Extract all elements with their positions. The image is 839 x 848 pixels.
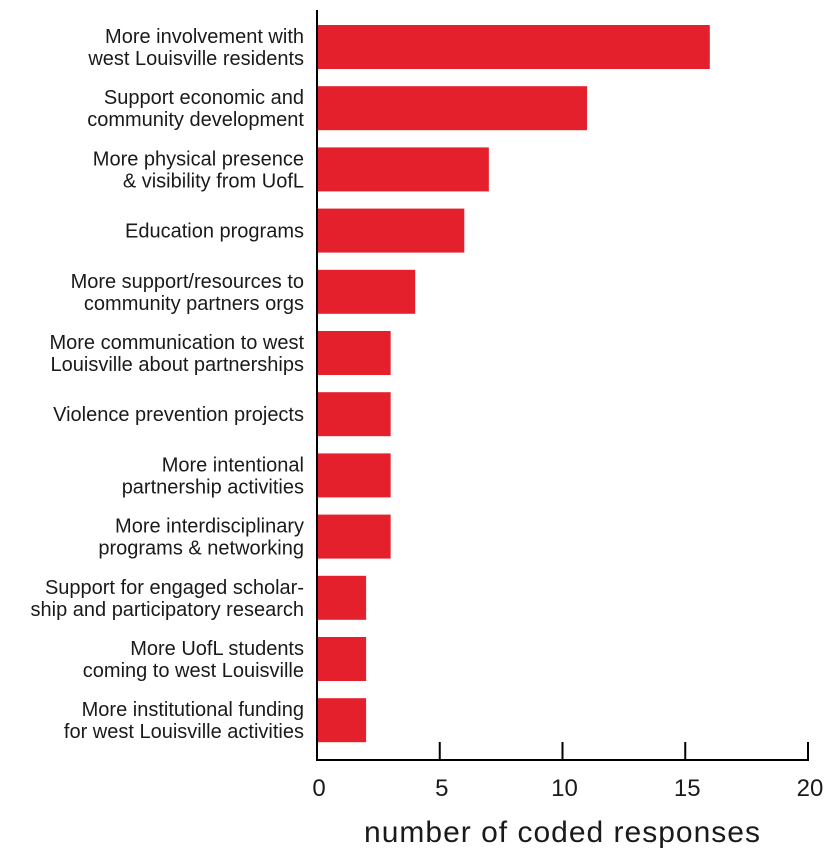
x-tick-label: 10 — [551, 775, 578, 802]
category-label-2: Support economic and community developmen… — [87, 87, 304, 131]
bar-4 — [317, 208, 465, 253]
category-label-1: More involvement with west Louisville res… — [87, 26, 304, 70]
bar-9 — [317, 514, 391, 559]
category-label-9: More interdisciplinary programs & network… — [98, 516, 304, 560]
category-label-line: More institutional funding — [82, 699, 304, 721]
category-label-line: More interdisciplinary — [115, 516, 304, 538]
category-label-4: Education programs — [125, 221, 304, 243]
category-label-line: community partners orgs — [84, 293, 304, 315]
category-label-line: More involvement with — [105, 26, 304, 48]
category-labels-group: More involvement with west Louisville res… — [31, 26, 305, 743]
category-label-line: Louisville about partnerships — [51, 354, 305, 376]
category-label-11: More UofL students coming to west Louisvi… — [83, 638, 304, 682]
category-label-line: More communication to west — [49, 332, 304, 354]
category-label-line: partnership activities — [122, 476, 304, 498]
category-label-line: More physical presence — [93, 148, 304, 170]
x-tick-label: 0 — [312, 775, 325, 802]
bar-7 — [317, 392, 391, 437]
bar-6 — [317, 331, 391, 375]
bar-8 — [317, 453, 391, 498]
category-label-line: More support/resources to — [71, 271, 304, 293]
category-label-line: Education programs — [125, 221, 304, 243]
category-label-line: More UofL students — [130, 638, 304, 660]
category-label-8: More intentional partnership activities — [122, 454, 304, 498]
category-label-line: coming to west Louisville — [83, 660, 304, 682]
bar-11 — [317, 637, 367, 681]
category-label-line: west Louisville residents — [87, 48, 304, 70]
category-label-5: More support/resources to community partn… — [71, 271, 304, 315]
category-label-line: Support economic and — [104, 87, 304, 109]
category-label-line: for west Louisville activities — [64, 721, 304, 743]
category-label-3: More physical presence & visibility from … — [93, 148, 304, 192]
bar-1 — [317, 25, 710, 69]
category-label-line: programs & networking — [98, 538, 304, 560]
bar-10 — [317, 575, 367, 620]
bars-group — [317, 25, 710, 743]
bar-12 — [317, 698, 367, 743]
category-label-12: More institutional funding for west Louis… — [64, 699, 304, 743]
category-label-line: Violence prevention projects — [53, 404, 304, 426]
x-tick-label: 15 — [674, 775, 701, 802]
x-axis-title: number of coded responses — [364, 816, 761, 848]
bar-3 — [317, 147, 489, 192]
category-label-line: & visibility from UofL — [123, 170, 304, 192]
category-label-line: More intentional — [162, 454, 304, 476]
category-label-line: community development — [87, 109, 304, 131]
category-label-7: Violence prevention projects — [53, 404, 304, 426]
bar-2 — [317, 86, 588, 131]
category-label-10: Support for engaged scholar-ship and par… — [31, 577, 304, 621]
category-label-line: Support for engaged scholar- — [45, 577, 304, 599]
x-ticks-group: 0 5 10 15 20 — [312, 742, 823, 802]
bar-5 — [317, 269, 416, 314]
x-tick-label: 5 — [435, 775, 448, 802]
category-label-6: More communication to west Louisville abo… — [49, 332, 304, 376]
x-tick-label: 20 — [797, 775, 824, 802]
category-label-line: ship and participatory research — [31, 599, 304, 621]
